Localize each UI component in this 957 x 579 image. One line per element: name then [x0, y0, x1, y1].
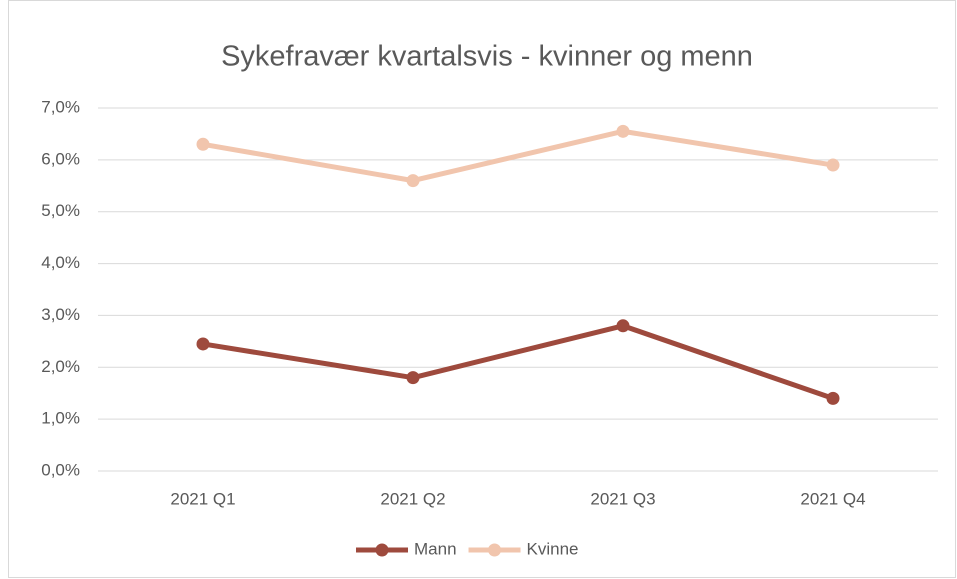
series-line: [200, 128, 836, 184]
chart-border: [8, 0, 956, 578]
y-tick-label: 0,0%: [41, 460, 80, 479]
legend-marker: [488, 543, 502, 557]
y-tick-label: 2,0%: [41, 357, 80, 376]
point: [196, 137, 210, 151]
legend-marker: [375, 543, 389, 557]
y-tick-label: 4,0%: [41, 253, 80, 272]
point: [826, 391, 840, 405]
legend-label: Kvinne: [527, 539, 579, 558]
x-tick-label: 2021 Q4: [800, 489, 865, 508]
y-tick-label: 5,0%: [41, 201, 80, 220]
point: [196, 337, 210, 351]
x-tick-label: 2021 Q1: [170, 489, 235, 508]
point: [616, 124, 630, 138]
point: [826, 158, 840, 172]
chart-title: Sykefravær kvartalsvis - kvinner og menn: [221, 41, 753, 73]
y-tick-label: 3,0%: [41, 305, 80, 324]
point: [616, 319, 630, 333]
point: [406, 174, 420, 188]
x-tick-label: 2021 Q2: [380, 489, 445, 508]
series-line: [200, 323, 836, 401]
point: [406, 371, 420, 385]
legend-label: Mann: [414, 539, 457, 558]
y-tick-label: 6,0%: [41, 149, 80, 168]
y-tick-label: 7,0%: [41, 97, 80, 116]
x-tick-label: 2021 Q3: [590, 489, 655, 508]
y-tick-label: 1,0%: [41, 409, 80, 428]
